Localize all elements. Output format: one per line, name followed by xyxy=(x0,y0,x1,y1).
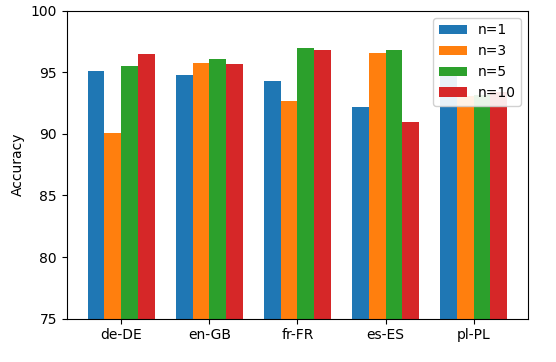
Bar xyxy=(281,101,297,362)
Bar xyxy=(352,107,369,362)
Bar xyxy=(264,81,281,362)
Bar xyxy=(105,133,121,362)
Bar xyxy=(490,92,507,362)
Bar xyxy=(121,66,138,362)
Y-axis label: Accuracy: Accuracy xyxy=(11,133,25,197)
Bar xyxy=(440,73,457,362)
Bar xyxy=(314,50,331,362)
Bar xyxy=(369,53,386,362)
Bar xyxy=(386,50,403,362)
Bar xyxy=(457,96,474,362)
Bar xyxy=(403,122,419,362)
Bar xyxy=(88,71,105,362)
Bar xyxy=(226,64,243,362)
Bar xyxy=(209,59,226,362)
Legend: n=1, n=3, n=5, n=10: n=1, n=3, n=5, n=10 xyxy=(433,18,522,106)
Bar xyxy=(474,94,490,362)
Bar xyxy=(192,63,209,362)
Bar xyxy=(297,48,314,362)
Bar xyxy=(176,75,192,362)
Bar xyxy=(138,54,155,362)
